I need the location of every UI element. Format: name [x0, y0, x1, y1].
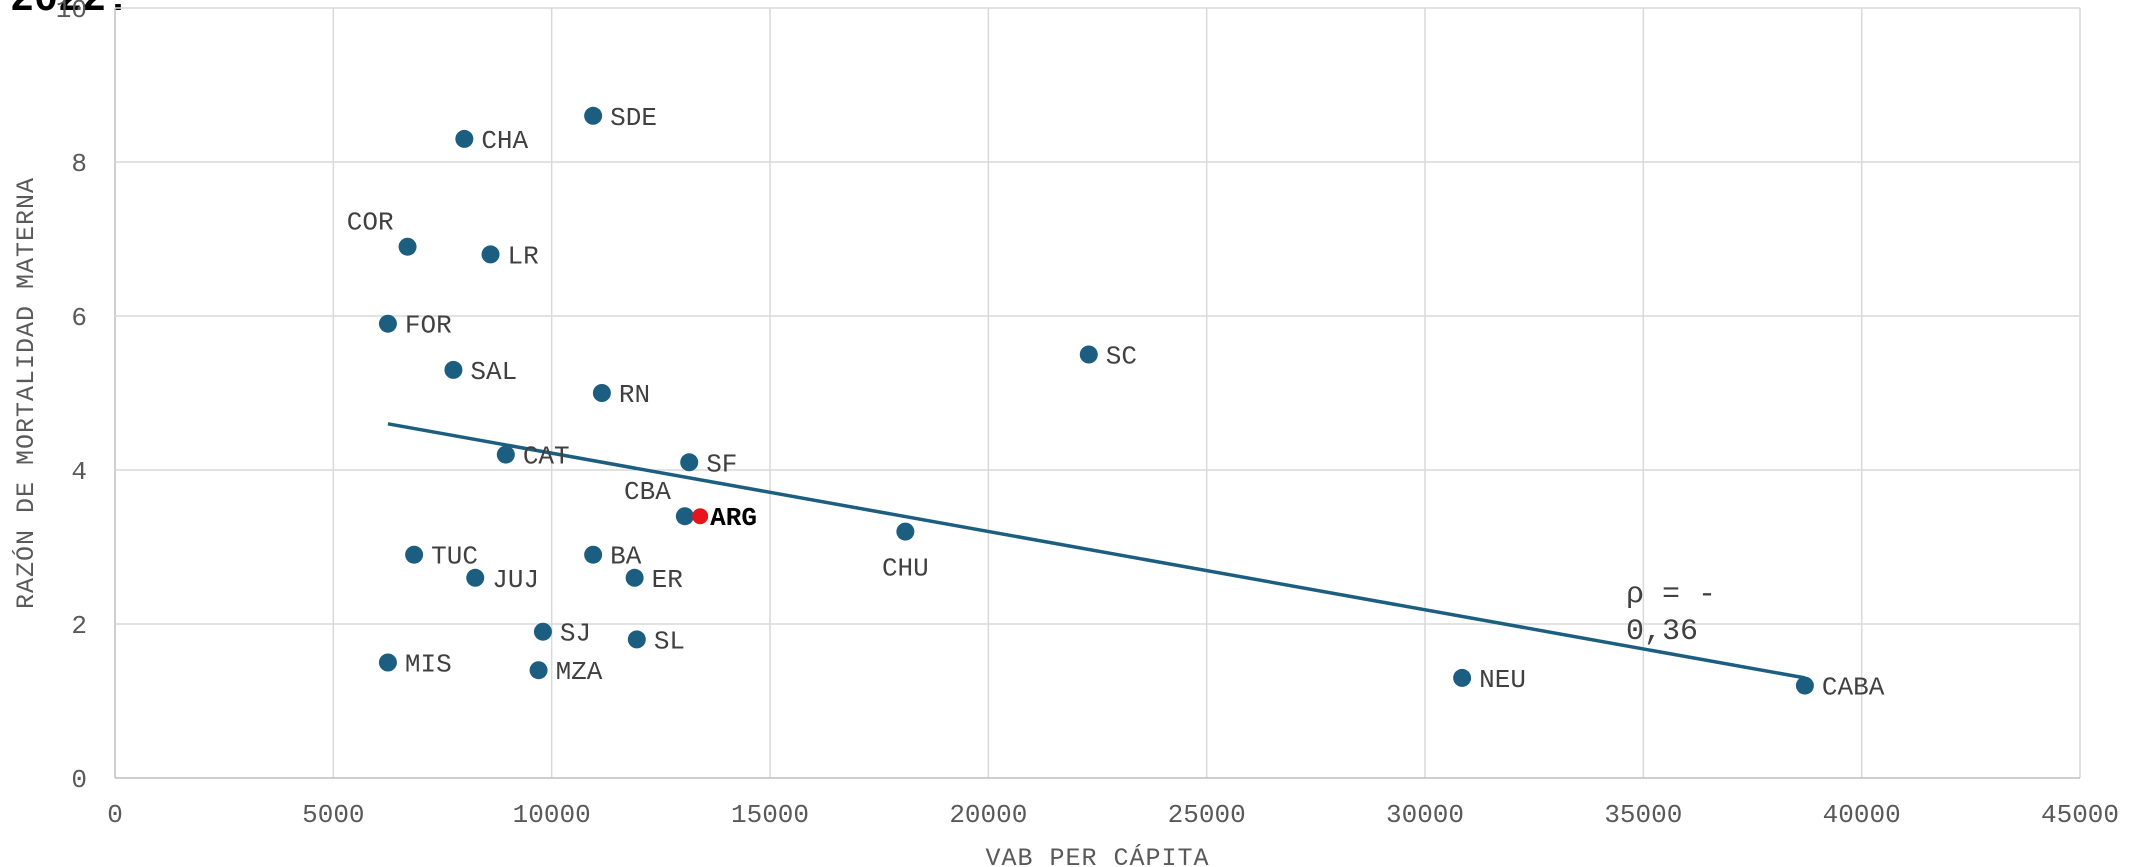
point-label-lr: LR	[508, 241, 539, 271]
point-label-sf: SF	[706, 449, 737, 479]
data-point-sl	[627, 630, 646, 649]
x-tick-label: 35000	[1604, 800, 1682, 830]
point-label-cor: COR	[347, 208, 394, 238]
y-tick-label: 0	[71, 765, 87, 795]
x-tick-label: 5000	[302, 800, 364, 830]
point-label-sal: SAL	[470, 357, 517, 387]
data-point-for	[378, 314, 397, 333]
data-point-sj	[533, 622, 552, 641]
point-label-sj: SJ	[560, 619, 591, 649]
correlation-annotation-line1: ρ = -	[1626, 578, 1716, 612]
point-label-mza: MZA	[556, 657, 603, 687]
data-point-rn	[592, 384, 611, 402]
data-point-juj	[466, 568, 485, 587]
x-tick-label: 0	[107, 800, 123, 830]
data-point-cba	[675, 507, 694, 526]
points-group	[378, 106, 1814, 695]
data-point-lr	[481, 245, 500, 264]
point-label-tuc: TUC	[431, 542, 478, 572]
point-label-arg: ARG	[710, 503, 757, 533]
point-label-chu: CHU	[882, 554, 929, 584]
point-label-mis: MIS	[405, 650, 452, 680]
x-axis-title: VAB PER CÁPITA	[985, 843, 1209, 867]
point-label-er: ER	[652, 565, 683, 595]
point-label-for: FOR	[405, 311, 452, 341]
data-point-sc	[1079, 345, 1098, 364]
chart-title-fragment: 2022.	[10, 0, 131, 23]
y-tick-label: 6	[71, 303, 87, 333]
point-label-cat: CAT	[523, 442, 570, 472]
data-point-cha	[455, 129, 474, 148]
point-label-caba: CABA	[1822, 673, 1885, 703]
data-point-tuc	[405, 545, 424, 564]
x-tick-label: 20000	[949, 800, 1027, 830]
data-point-arg	[692, 508, 709, 525]
data-point-cat	[496, 445, 515, 464]
data-point-caba	[1795, 676, 1814, 695]
y-tick-label: 8	[71, 149, 87, 179]
y-tick-label: 2	[71, 611, 87, 641]
point-label-cha: CHA	[481, 126, 528, 156]
x-tick-labels: 0 5000 10000 15000 20000 25000 30000 35000 40000…	[107, 800, 2119, 830]
y-tick-label: 4	[71, 457, 87, 487]
data-point-sf	[680, 453, 699, 472]
point-label-cba: CBA	[624, 477, 671, 507]
data-point-neu	[1453, 668, 1472, 687]
x-tick-label: 45000	[2041, 800, 2119, 830]
y-axis-title: RAZÓN DE MORTALIDAD MATERNA	[11, 177, 41, 609]
point-label-rn: RN	[619, 380, 650, 410]
point-label-sl: SL	[654, 626, 685, 656]
point-label-sde: SDE	[610, 103, 657, 133]
point-labels-group: SDE CHA COR LR FOR SC SAL RN CAT SF CBA ARG CHU TUC BA…	[347, 103, 1885, 703]
x-tick-label: 40000	[1823, 800, 1901, 830]
data-point-mza	[529, 661, 548, 680]
point-label-ba: BA	[610, 542, 642, 572]
y-tick-labels: 0 2 4 6 8 10	[56, 0, 87, 795]
point-label-neu: NEU	[1479, 665, 1526, 695]
x-tick-label: 10000	[513, 800, 591, 830]
point-label-sc: SC	[1106, 342, 1137, 372]
x-tick-label: 30000	[1386, 800, 1464, 830]
data-point-ba	[584, 545, 603, 564]
x-tick-label: 15000	[731, 800, 809, 830]
point-label-juj: JUJ	[492, 565, 539, 595]
data-point-sal	[444, 360, 463, 379]
data-point-mis	[378, 653, 397, 672]
data-point-sde	[584, 106, 603, 125]
correlation-annotation-line2: 0,36	[1626, 615, 1698, 649]
data-point-er	[625, 568, 644, 587]
y-tick-label: 10	[56, 0, 87, 25]
x-tick-label: 25000	[1168, 800, 1246, 830]
grid-lines	[114, 7, 2081, 779]
data-point-chu	[896, 522, 915, 541]
trendline-group	[387, 422, 1806, 680]
data-point-cor	[398, 237, 417, 256]
trendline	[387, 422, 1806, 680]
